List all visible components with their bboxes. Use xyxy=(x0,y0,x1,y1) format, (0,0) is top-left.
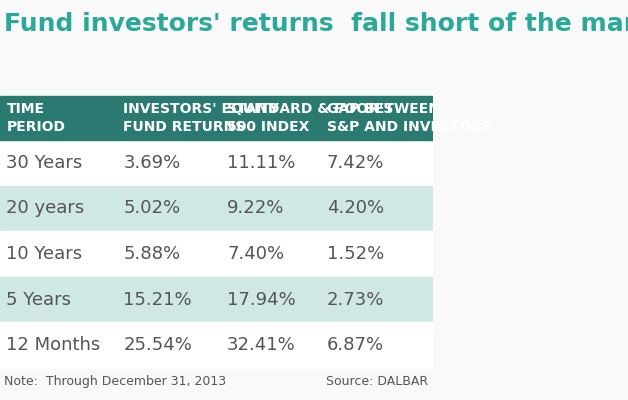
Text: INVESTORS' EQUITY
FUND RETURNS: INVESTORS' EQUITY FUND RETURNS xyxy=(123,102,279,134)
Text: 25.54%: 25.54% xyxy=(123,336,192,354)
Text: 6.87%: 6.87% xyxy=(327,336,384,354)
Text: 12 Months: 12 Months xyxy=(6,336,100,354)
Bar xyxy=(0,322,433,368)
Text: 3.69%: 3.69% xyxy=(123,154,181,172)
Text: 5 Years: 5 Years xyxy=(6,290,72,309)
Text: 9.22%: 9.22% xyxy=(227,199,284,217)
Text: GAP BETWEEN
S&P AND INVESTORS: GAP BETWEEN S&P AND INVESTORS xyxy=(327,102,492,134)
Text: 5.02%: 5.02% xyxy=(123,199,180,217)
Text: Note:  Through December 31, 2013: Note: Through December 31, 2013 xyxy=(4,375,227,388)
Text: 20 years: 20 years xyxy=(6,199,85,217)
Text: 7.40%: 7.40% xyxy=(227,245,284,263)
Bar xyxy=(0,231,433,277)
Text: STANDARD & POOR'S
500 INDEX: STANDARD & POOR'S 500 INDEX xyxy=(227,102,394,134)
Text: 10 Years: 10 Years xyxy=(6,245,83,263)
Text: 15.21%: 15.21% xyxy=(123,290,192,309)
Text: 2.73%: 2.73% xyxy=(327,290,384,309)
Text: 30 Years: 30 Years xyxy=(6,154,83,172)
Text: Fund investors' returns  fall short of the market: Fund investors' returns fall short of th… xyxy=(4,12,628,36)
Text: Source: DALBAR: Source: DALBAR xyxy=(327,375,428,388)
Text: 7.42%: 7.42% xyxy=(327,154,384,172)
Bar xyxy=(0,96,433,140)
Bar xyxy=(0,140,433,186)
Text: TIME
PERIOD: TIME PERIOD xyxy=(6,102,65,134)
Text: 1.52%: 1.52% xyxy=(327,245,384,263)
Bar xyxy=(0,186,433,231)
Text: 4.20%: 4.20% xyxy=(327,199,384,217)
Text: 11.11%: 11.11% xyxy=(227,154,296,172)
Text: 32.41%: 32.41% xyxy=(227,336,296,354)
Bar xyxy=(0,277,433,322)
Text: 5.88%: 5.88% xyxy=(123,245,180,263)
Text: 17.94%: 17.94% xyxy=(227,290,296,309)
